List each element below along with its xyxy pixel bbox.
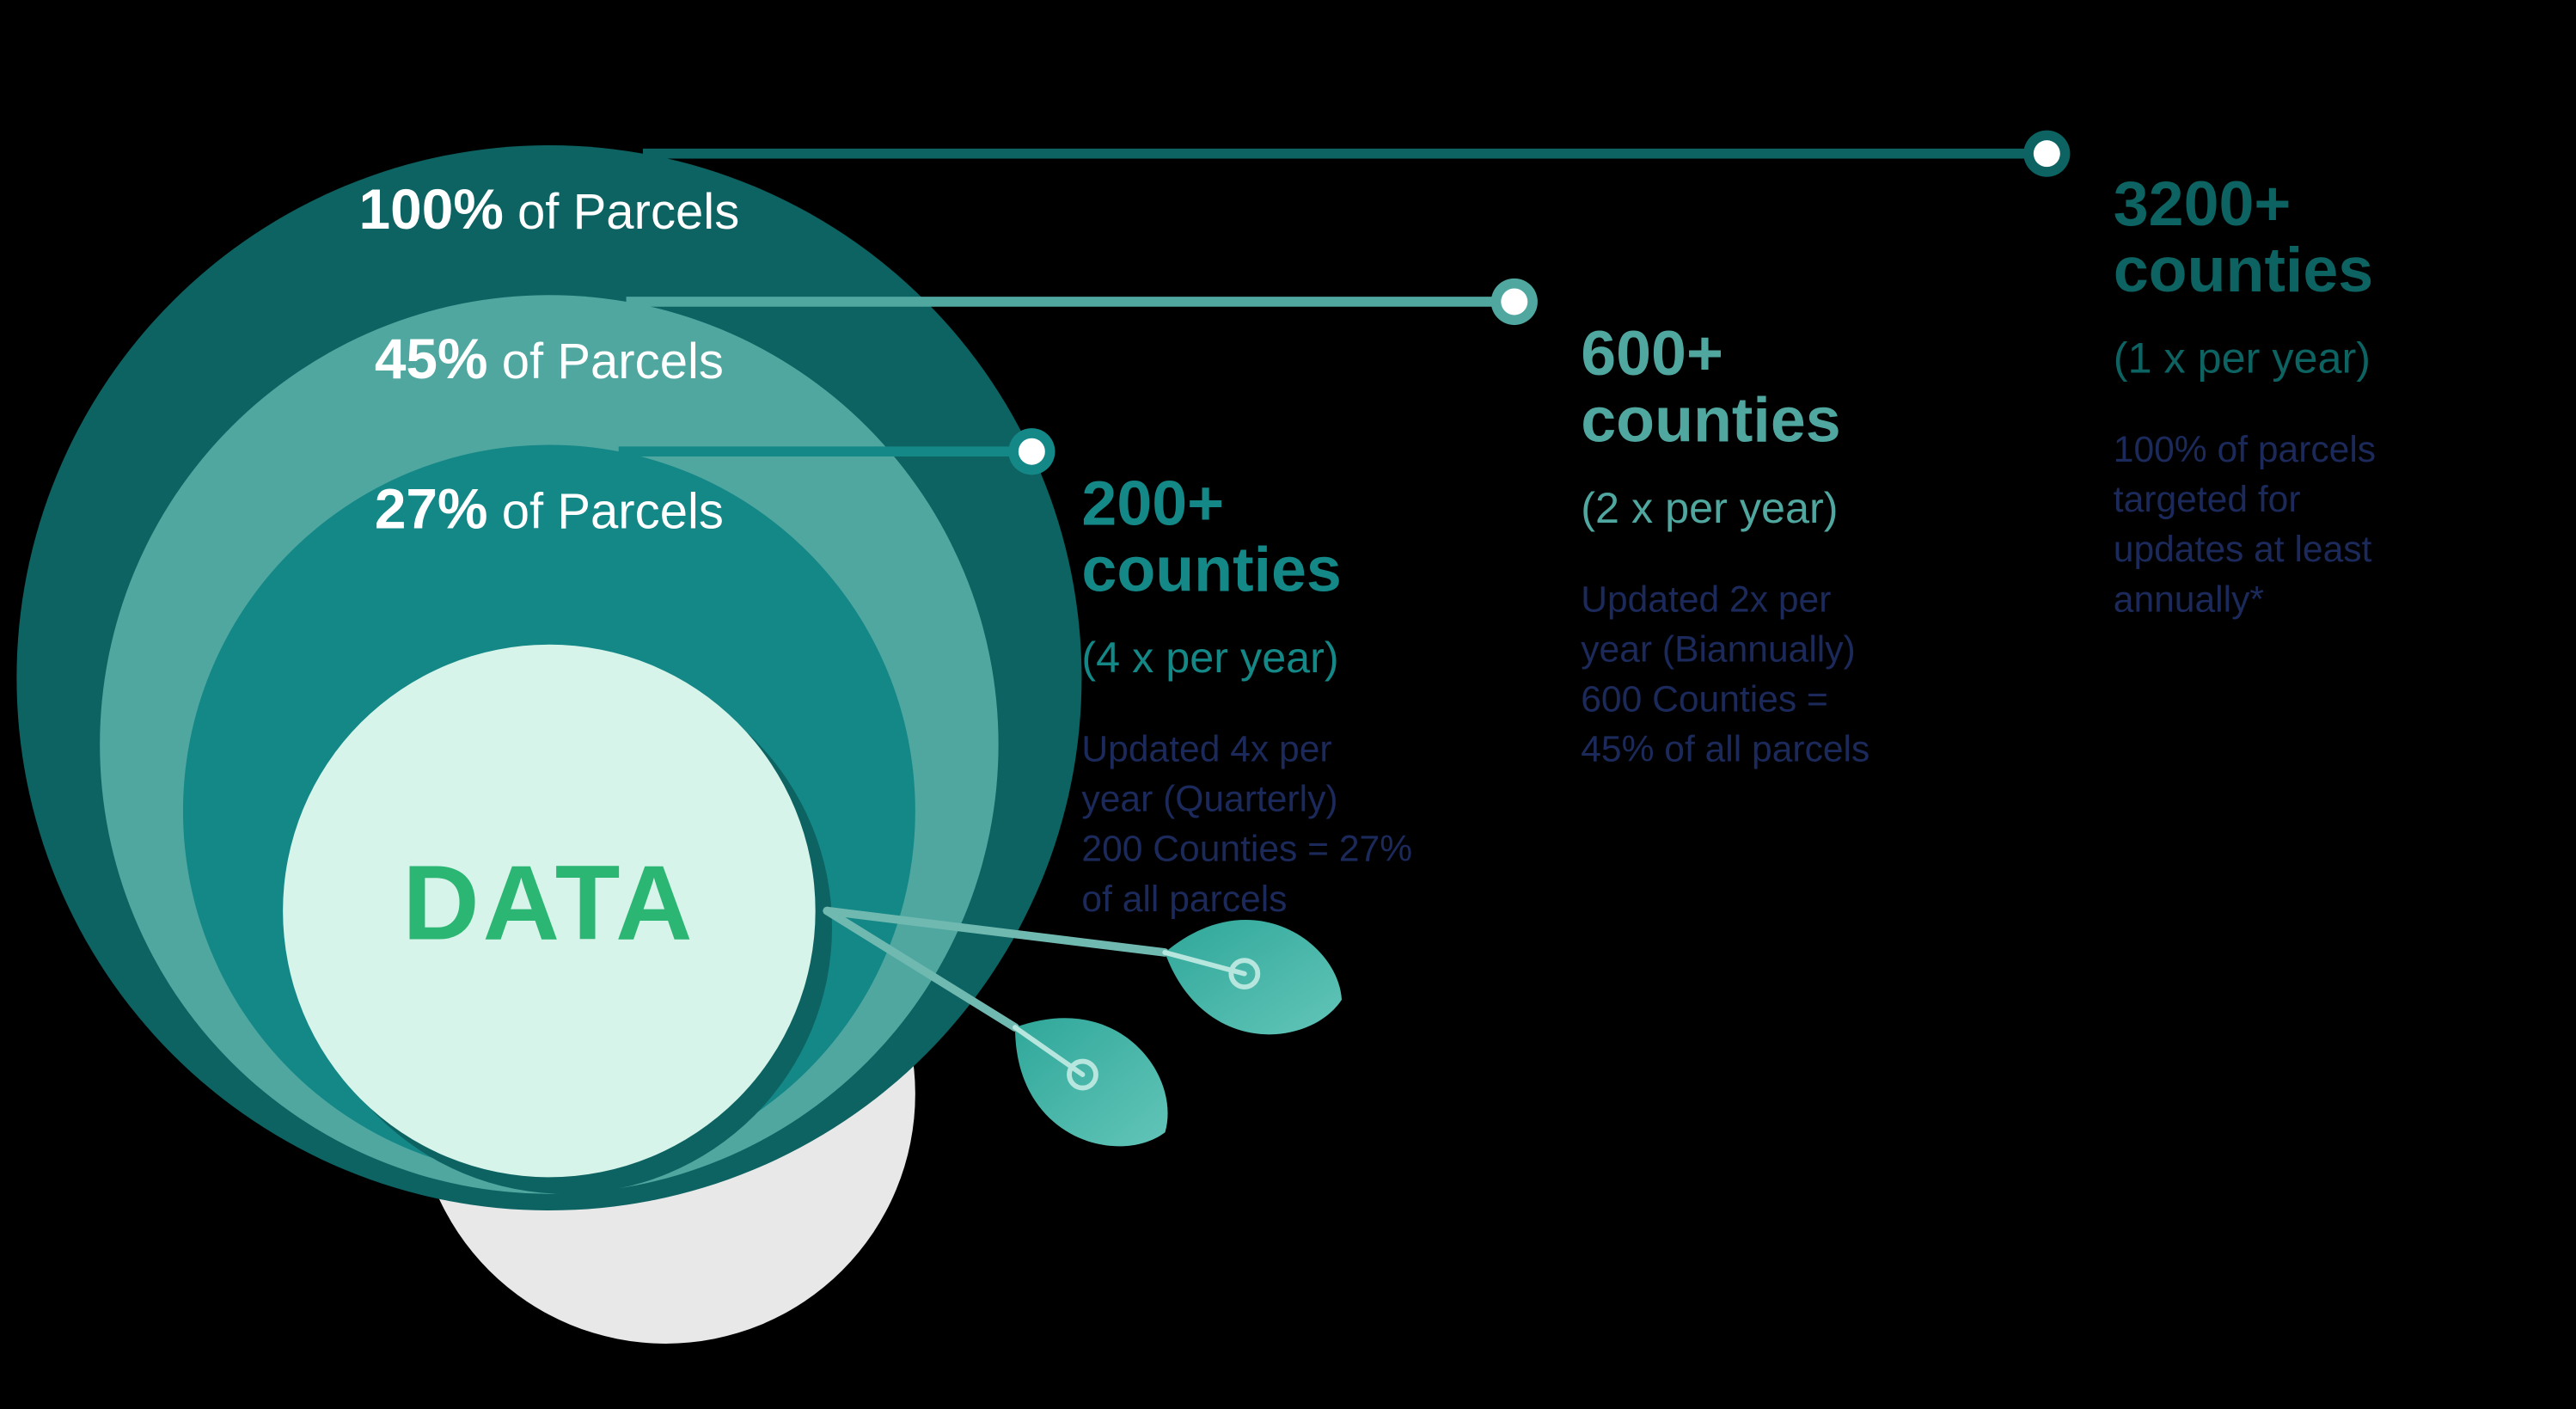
callout-title-line2: counties [1581, 383, 1840, 455]
core-label: DATA [402, 843, 695, 962]
callout-desc-line: targeted for [2114, 479, 2301, 520]
callout-desc-line: year (Biannually) [1581, 628, 1855, 670]
callout-desc-line: of all parcels [1081, 879, 1287, 920]
callout-desc-line: 45% of all parcels [1581, 729, 1869, 770]
callout-desc-line: year (Quarterly) [1081, 779, 1337, 820]
callout-desc-line: 200 Counties = 27% [1081, 829, 1412, 870]
ring-middle-label: 45% of Parcels [375, 327, 724, 390]
callout-desc-line: annually* [2114, 579, 2264, 620]
callout-desc-line: Updated 2x per [1581, 579, 1831, 620]
callout-title-line1: 600+ [1581, 317, 1723, 389]
callout-desc-line: 100% of parcels [2114, 429, 2376, 470]
callout-desc-line: 600 Counties = [1581, 678, 1828, 720]
callout-desc-line: Updated 4x per [1081, 729, 1331, 770]
infographic-root: DATA 100% of Parcels 45% of Parcels 27% … [0, 0, 2576, 1409]
callout-title-line1: 200+ [1081, 467, 1224, 538]
ring-inner-label: 27% of Parcels [375, 476, 724, 540]
ring-outer-label: 100% of Parcels [359, 177, 740, 241]
callout-desc-line: updates at least [2114, 529, 2372, 570]
callout-title-line1: 3200+ [2114, 168, 2291, 239]
callout-frequency: (2 x per year) [1581, 483, 1838, 532]
callout-title-line2: counties [2114, 234, 2373, 305]
callout-frequency: (1 x per year) [2114, 334, 2371, 383]
callout-title-line2: counties [1081, 534, 1341, 605]
callout-frequency: (4 x per year) [1081, 633, 1338, 682]
